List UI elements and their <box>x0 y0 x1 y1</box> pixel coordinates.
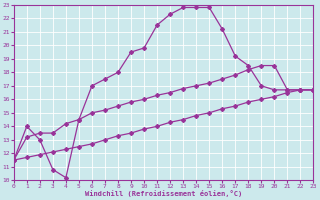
X-axis label: Windchill (Refroidissement éolien,°C): Windchill (Refroidissement éolien,°C) <box>85 190 242 197</box>
